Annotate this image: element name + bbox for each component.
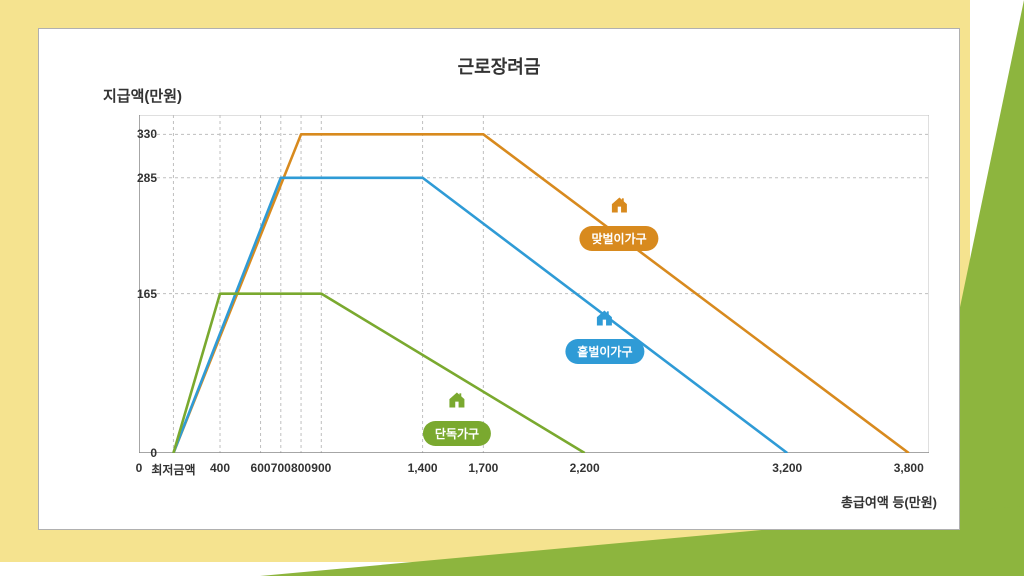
chart-card: 근로장려금 지급액(만원) 총급여액 등(만원) 01652853300최저금액… — [38, 28, 960, 530]
house-icon — [447, 390, 467, 415]
x-tick: 1,700 — [468, 461, 498, 475]
x-tick: 800 — [291, 461, 311, 475]
plot-area — [139, 115, 929, 453]
y-tick: 330 — [137, 127, 157, 141]
x-tick: 1,400 — [408, 461, 438, 475]
x-tick: 최저금액 — [151, 461, 195, 478]
x-tick: 600 — [251, 461, 271, 475]
y-tick: 165 — [137, 287, 157, 301]
legend-single_earner: 홑벌이가구 — [565, 308, 644, 364]
legend-label: 홑벌이가구 — [565, 339, 644, 364]
chart-svg — [139, 115, 929, 453]
chart-title: 근로장려금 — [39, 53, 959, 79]
legend-solo: 단독가구 — [423, 390, 491, 446]
x-tick: 400 — [210, 461, 230, 475]
house-icon — [609, 195, 629, 220]
house-icon — [595, 308, 615, 333]
legend-label: 단독가구 — [423, 421, 491, 446]
y-axis-label: 지급액(만원) — [103, 85, 182, 106]
y-tick: 0 — [150, 446, 157, 460]
x-tick: 900 — [311, 461, 331, 475]
x-tick: 3,200 — [772, 461, 802, 475]
x-tick: 700 — [271, 461, 291, 475]
legend-label: 맞벌이가구 — [579, 226, 658, 251]
x-tick: 2,200 — [570, 461, 600, 475]
x-tick: 0 — [136, 461, 143, 475]
legend-dual: 맞벌이가구 — [579, 195, 658, 251]
x-axis-label: 총급여액 등(만원) — [841, 492, 937, 511]
y-tick: 285 — [137, 171, 157, 185]
x-tick: 3,800 — [894, 461, 924, 475]
